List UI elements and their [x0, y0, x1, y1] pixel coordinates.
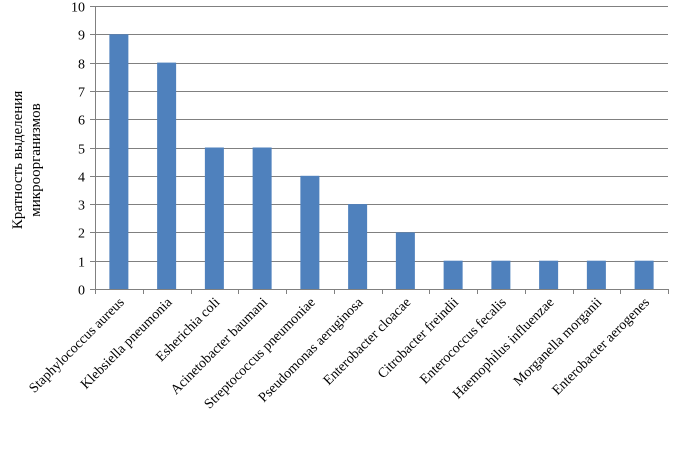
x-tick-label: Klebsiella pneumonia — [78, 295, 176, 393]
y-tick-label: 7 — [78, 86, 85, 101]
bar — [634, 260, 654, 289]
bar — [109, 34, 129, 289]
bars — [109, 34, 654, 289]
y-tick-label: 0 — [78, 284, 85, 299]
gridlines — [95, 6, 668, 262]
y-axis-title: Кратность выделения микроорганизмов — [10, 91, 44, 230]
y-tick-label: 6 — [78, 114, 85, 129]
bar — [443, 260, 463, 289]
y-tick-label: 10 — [71, 1, 85, 16]
bar — [491, 260, 511, 289]
bar — [300, 175, 320, 289]
x-tick-label: Enterococcus fecalis — [417, 295, 509, 387]
y-tick-label: 9 — [78, 29, 85, 44]
y-tick-label: 2 — [78, 227, 85, 242]
y-tick-label: 4 — [78, 171, 85, 186]
bar — [157, 62, 177, 289]
bar — [252, 147, 272, 289]
bar — [348, 204, 368, 289]
x-tick-label: Staphylococcus aureus — [27, 295, 128, 396]
y-tick-label: 3 — [78, 199, 85, 214]
y-tick-label: 1 — [78, 256, 85, 271]
bar — [204, 147, 224, 289]
x-tick-label: Morganella morganii — [511, 295, 605, 389]
bar — [586, 260, 606, 289]
x-tick-label: Enterobacter cloacae — [321, 295, 414, 388]
y-tick-labels: 0 1 2 3 4 5 6 7 8 9 10 — [71, 1, 85, 299]
y-axis-title-line-1: Кратность выделения — [10, 91, 26, 230]
bar — [539, 260, 559, 289]
axes — [90, 6, 669, 294]
bar — [395, 232, 415, 289]
x-tick-label: Citrobacter freindii — [375, 295, 462, 382]
x-tick-label: Enterobacter aerogenes — [550, 295, 653, 398]
y-tick-label: 5 — [78, 143, 85, 158]
y-axis-title-line-2: микроорганизмов — [28, 103, 44, 216]
y-tick-label: 8 — [78, 58, 85, 73]
